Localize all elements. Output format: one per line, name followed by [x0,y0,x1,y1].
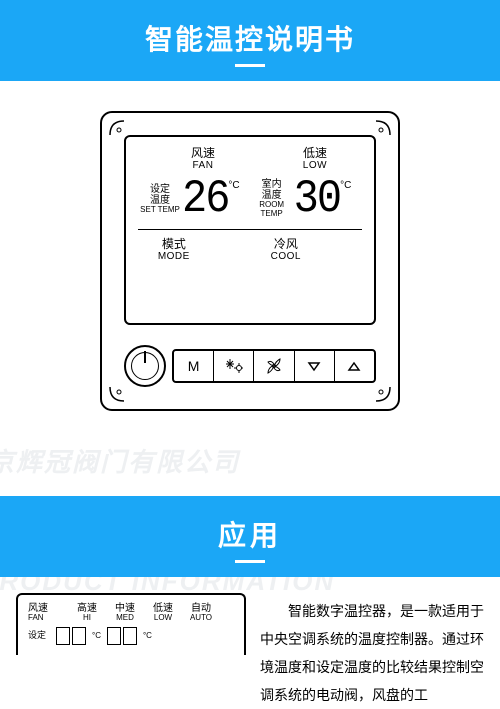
section-underline [235,560,265,563]
header-underline [235,64,265,67]
button-strip: M [172,349,376,383]
mini-speed-hi: 高速HI [68,603,106,623]
thermostat-device: 风速 FAN 低速 LOW 设定 温度 SET TEMP 26 °C [100,111,400,411]
heat-cool-button[interactable] [214,351,254,381]
section-banner: 应用 [0,496,500,577]
mini-speed-med: 中速MED [106,603,144,623]
power-icon [131,352,159,380]
mini-set-label: 设定 [28,631,56,641]
mode-label: 模式 MODE [138,238,210,262]
fan-button[interactable] [254,351,294,381]
up-button[interactable] [335,351,374,381]
set-temp-value: 26 °C [182,180,240,218]
mini-set-digits [56,627,86,645]
header-title: 智能温控说明书 [0,18,500,58]
triangle-down-icon [307,359,321,373]
mini-thermostat: 风速FAN 高速HI 中速MED 低速LOW 自动AUTO 设定 °C °C [16,593,246,655]
mini-room-digits [107,627,137,645]
mini-speed-low: 低速LOW [144,603,182,623]
down-button[interactable] [295,351,335,381]
room-temp-label: 室内 温度 ROOM TEMP [250,179,294,219]
fan-icon [265,357,283,375]
mode-button[interactable]: M [174,351,214,381]
snowflake-sun-icon [225,357,243,375]
lcd-screen: 风速 FAN 低速 LOW 设定 温度 SET TEMP 26 °C [124,135,376,325]
triangle-up-icon [347,359,361,373]
room-temp-value: 30 °C [294,180,352,218]
mini-fan-label: 风速FAN [28,603,68,623]
mode-value: 冷风 COOL [210,238,362,262]
description-text: 智能数字温控器，是一款适用于中央空调系统的温度控制器。通过环境温度和设定温度的比… [260,593,484,709]
corner-screw-icon [374,119,392,137]
power-button[interactable] [124,345,166,387]
header-banner: 智能温控说明书 [0,0,500,81]
corner-screw-icon [108,119,126,137]
set-temp-label: 设定 温度 SET TEMP [138,184,182,215]
mini-speed-auto: 自动AUTO [182,603,220,623]
corner-screw-icon [108,385,126,403]
corner-screw-icon [374,385,392,403]
fan-value: 低速 LOW [268,147,362,171]
fan-label: 风速 FAN [138,147,268,171]
section-title: 应用 [0,514,500,554]
screen-divider [138,229,362,230]
